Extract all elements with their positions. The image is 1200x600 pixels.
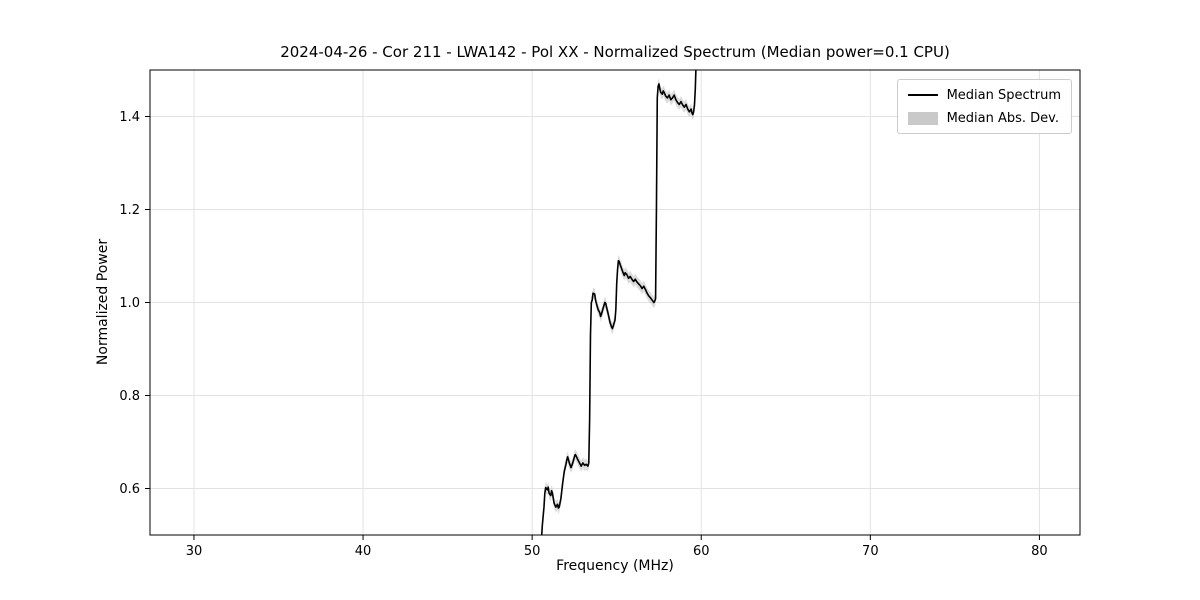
- y-tick-label: 1.4: [119, 110, 140, 125]
- legend-entry-median-spectrum: Median Spectrum: [907, 86, 1061, 104]
- y-tick-label: 1.2: [119, 203, 140, 218]
- legend-line-swatch: [907, 94, 938, 96]
- chart-title: 2024-04-26 - Cor 211 - LWA142 - Pol XX -…: [280, 43, 950, 61]
- x-tick-label: 50: [524, 544, 541, 559]
- x-tick-label: 30: [186, 544, 203, 559]
- x-tick-label: 80: [1031, 544, 1048, 559]
- x-tick-label: 70: [862, 544, 879, 559]
- legend: Median Spectrum Median Abs. Dev.: [896, 79, 1072, 134]
- x-axis-label: Frequency (MHz): [556, 558, 674, 574]
- legend-entry-median-abs-dev: Median Abs. Dev.: [907, 109, 1061, 127]
- x-tick-label: 40: [355, 544, 372, 559]
- y-tick-label: 0.8: [119, 389, 140, 404]
- x-tick-label: 60: [693, 544, 710, 559]
- median-spectrum-line: [540, 70, 697, 535]
- legend-label-median-abs-dev: Median Abs. Dev.: [946, 110, 1060, 126]
- y-tick-label: 1.0: [119, 296, 140, 311]
- legend-patch-swatch: [907, 111, 938, 125]
- legend-label-median-spectrum: Median Spectrum: [946, 87, 1061, 103]
- y-axis-label: Normalized Power: [95, 238, 111, 366]
- y-tick-label: 0.6: [119, 482, 140, 497]
